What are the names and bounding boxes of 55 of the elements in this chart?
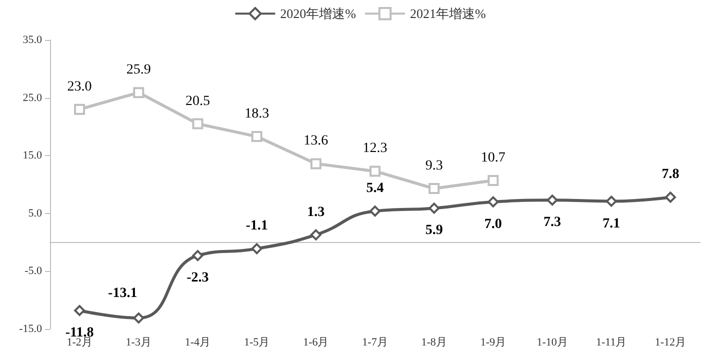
point [664,192,676,203]
point [251,131,262,142]
data-label: 9.3 [425,158,443,174]
point [251,243,262,254]
x-tick-label: 1-4月 [184,336,211,348]
point [488,196,499,208]
data-label: 25.9 [126,62,151,78]
x-tick-label: 1-9月 [480,336,506,348]
legend-label: 2021年增速% [410,6,486,22]
point [133,87,144,98]
point [310,229,322,240]
point [370,206,380,217]
data-label: 5.4 [366,181,384,196]
y-tick-label: -5.0 [24,265,42,278]
x-tick-label: 1-7月 [362,336,388,348]
data-label: 7.8 [662,167,680,182]
y-tick-label: 25.0 [22,92,42,104]
data-label: -1.1 [246,218,268,234]
point [133,312,144,324]
point [606,196,617,207]
point [192,118,204,130]
x-tick-label: 1-6月 [303,336,329,348]
point [74,305,86,316]
y-tick-label: 15.0 [22,150,42,162]
y-tick-label: -15.0 [19,323,42,335]
data-label: -2.3 [186,270,209,286]
data-label: 13.6 [304,134,328,149]
point [428,183,440,194]
data-label: 7.3 [544,215,562,230]
data-label: 23.0 [67,79,92,94]
point [74,104,86,115]
x-tick-label: 1-12月 [654,336,686,348]
point [428,202,440,214]
data-label: 7.0 [484,216,502,232]
x-tick-label: 1-5月 [244,336,270,348]
y-tick-label: 35.0 [22,34,42,46]
point [546,194,558,206]
x-tick-label: 1-8月 [421,336,447,348]
data-label: 10.7 [480,150,506,166]
data-label: 18.3 [244,106,270,122]
data-label: 5.9 [425,223,443,238]
point [488,174,499,186]
data-label: 7.1 [602,216,620,232]
data-label: 12.3 [362,141,388,156]
data-label: 20.5 [185,94,210,109]
data-label: 1.3 [307,204,325,220]
x-tick-label: 1-3月 [126,336,152,348]
point [192,250,204,262]
x-tick-label: 1-11月 [596,336,627,348]
legend-label: 2020年增速% [280,6,356,22]
point [310,158,322,170]
x-tick-label: 1-10月 [536,336,568,348]
point [370,166,380,177]
y-tick-label: 5.0 [28,207,42,220]
data-label: -13.1 [108,286,138,302]
